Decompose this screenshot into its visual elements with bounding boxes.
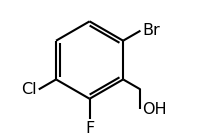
Text: Cl: Cl [21, 82, 37, 97]
Text: F: F [84, 121, 94, 136]
Text: Br: Br [141, 22, 159, 38]
Text: OH: OH [141, 102, 166, 117]
